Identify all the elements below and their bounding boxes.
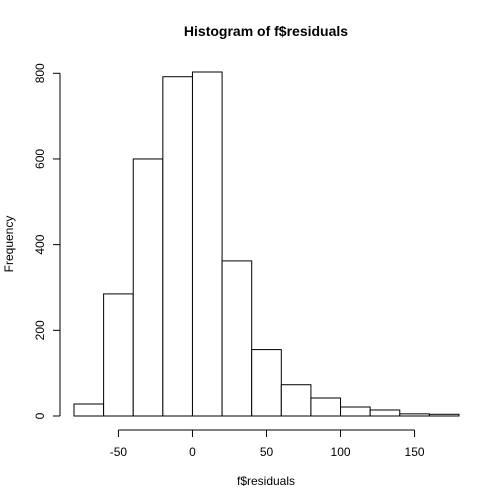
- histogram-bar: [340, 406, 371, 417]
- histogram-bar: [428, 413, 460, 417]
- histogram-bar: [221, 260, 253, 417]
- histogram-bar: [132, 158, 164, 417]
- histogram-bar: [103, 293, 134, 417]
- chart-title: Histogram of f$residuals: [184, 23, 348, 39]
- x-tick-label: 0: [189, 445, 196, 459]
- y-tick-label: 200: [33, 320, 47, 340]
- y-tick-label: 600: [33, 149, 47, 169]
- histogram-bar: [310, 397, 342, 417]
- y-axis: 0 200 400 600 800: [33, 63, 61, 419]
- x-tick-label: 50: [260, 445, 274, 459]
- histogram-bar: [369, 409, 401, 417]
- y-tick-label: 0: [33, 412, 47, 419]
- histogram-bar: [399, 413, 430, 417]
- x-tick-label: -50: [110, 445, 128, 459]
- bars-group: [73, 71, 460, 417]
- histogram-bar: [280, 384, 312, 417]
- y-tick-label: 800: [33, 63, 47, 83]
- y-tick-label: 400: [33, 234, 47, 254]
- histogram-bar: [191, 71, 223, 417]
- histogram-bar: [251, 349, 282, 417]
- y-axis-label: Frequency: [2, 216, 16, 273]
- x-tick-label: 100: [331, 445, 351, 459]
- x-tick-label: 150: [405, 445, 425, 459]
- histogram-bar: [73, 403, 105, 417]
- x-axis-label: f$residuals: [237, 474, 295, 488]
- histogram-bar: [162, 76, 193, 417]
- x-axis: -50 0 50 100 150: [110, 429, 425, 459]
